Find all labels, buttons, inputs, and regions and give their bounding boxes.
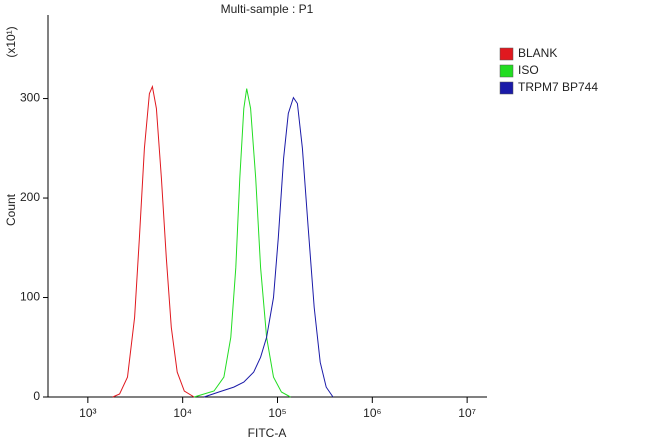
- legend-label: BLANK: [518, 46, 557, 60]
- x-axis-label: FITC-A: [248, 426, 287, 440]
- histogram-line: [193, 88, 291, 398]
- histogram-line: [203, 96, 334, 398]
- chart-title: Multi-sample : P1: [221, 2, 314, 16]
- y-multiplier: (x10¹): [4, 26, 18, 57]
- x-tick-label: 10⁴: [173, 406, 192, 420]
- legend-label: ISO: [518, 63, 539, 77]
- y-tick-label: 200: [20, 190, 40, 204]
- y-tick-label: 100: [20, 290, 40, 304]
- legend-swatch: [499, 81, 514, 95]
- x-tick-label: 10⁵: [268, 406, 286, 420]
- legend-swatch: [499, 47, 514, 61]
- y-tick-label: 0: [33, 389, 40, 403]
- y-tick-label: 300: [20, 91, 40, 105]
- x-tick-label: 10⁷: [458, 406, 476, 420]
- legend-label: TRPM7 BP744: [518, 80, 598, 94]
- histogram-line: [112, 84, 195, 398]
- x-tick-label: 10³: [79, 406, 96, 420]
- legend-swatch: [499, 64, 514, 78]
- y-axis-label: Count: [4, 193, 18, 226]
- x-tick-label: 10⁶: [363, 406, 381, 420]
